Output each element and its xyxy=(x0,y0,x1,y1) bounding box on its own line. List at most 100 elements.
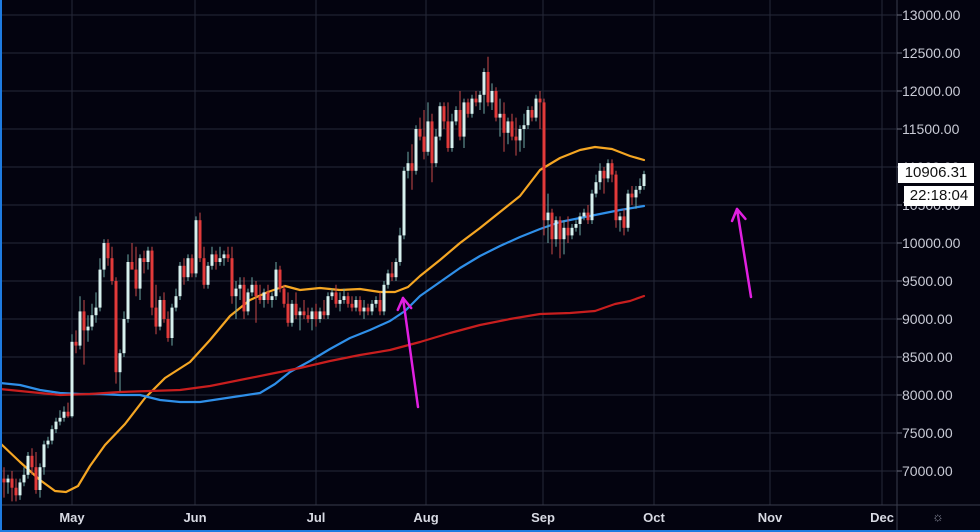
candle xyxy=(58,410,62,426)
candle xyxy=(178,262,182,300)
candle xyxy=(10,471,14,502)
candle xyxy=(298,307,302,331)
candle xyxy=(82,300,86,365)
candle xyxy=(114,277,118,384)
time-axis-label: Dec xyxy=(870,510,894,525)
candle xyxy=(470,94,474,118)
time-axis-label: Jul xyxy=(306,510,326,525)
candle xyxy=(126,254,130,323)
candle xyxy=(558,216,562,259)
arrow-annotation[interactable] xyxy=(730,207,753,299)
candle xyxy=(494,87,498,122)
candle xyxy=(302,300,306,319)
candle xyxy=(414,125,418,175)
candle xyxy=(362,300,366,319)
candle xyxy=(154,284,158,335)
candle xyxy=(466,98,470,118)
candle xyxy=(150,246,154,316)
candle xyxy=(626,189,630,232)
candle xyxy=(566,216,570,243)
candle xyxy=(226,246,230,262)
candle xyxy=(118,349,122,392)
candle xyxy=(574,220,578,232)
candle xyxy=(386,269,390,289)
candle xyxy=(122,311,126,357)
candle xyxy=(338,292,342,312)
price-axis-label: 12000.00 xyxy=(902,83,961,99)
candle xyxy=(610,159,614,183)
candle xyxy=(274,262,278,300)
candle xyxy=(190,254,194,278)
candle xyxy=(586,205,590,224)
candle xyxy=(402,167,406,240)
candle xyxy=(554,216,558,247)
candle xyxy=(130,243,134,270)
candle xyxy=(62,406,66,422)
candle xyxy=(390,262,394,281)
candle xyxy=(570,224,574,240)
candle xyxy=(170,303,174,346)
candle xyxy=(318,307,322,323)
candle xyxy=(78,296,82,350)
candle xyxy=(214,250,218,270)
candle xyxy=(34,452,38,494)
candle xyxy=(314,303,318,327)
candle xyxy=(234,281,238,319)
gear-icon[interactable]: ☼ xyxy=(932,509,944,524)
price-axis-label: 11500.00 xyxy=(902,121,960,137)
time-axis-label: Aug xyxy=(413,510,439,525)
candle xyxy=(406,151,410,179)
candle xyxy=(506,117,510,145)
price-axis-label: 9500.00 xyxy=(902,273,953,289)
annotations xyxy=(396,207,753,409)
candle xyxy=(438,102,442,141)
candle xyxy=(258,284,262,304)
price-axis-label: 8500.00 xyxy=(902,349,953,365)
moving-average-red xyxy=(0,294,646,397)
candle xyxy=(578,212,582,236)
arrow-annotation[interactable] xyxy=(396,296,420,409)
candle xyxy=(230,246,234,304)
candle xyxy=(166,311,170,342)
candle xyxy=(366,303,370,316)
candle xyxy=(630,186,634,205)
price-axis-label: 7000.00 xyxy=(902,463,953,479)
candle xyxy=(614,170,618,228)
candle xyxy=(102,239,106,278)
candle xyxy=(30,448,34,475)
candle xyxy=(14,478,18,502)
price-axis-label: 10000.00 xyxy=(902,235,961,251)
candle xyxy=(634,186,638,209)
candle xyxy=(422,110,426,160)
moving-average-orange xyxy=(0,145,646,494)
candle xyxy=(98,258,102,312)
candle xyxy=(174,288,178,312)
candle xyxy=(182,258,186,285)
candle xyxy=(158,296,162,331)
candle xyxy=(334,284,338,308)
candle xyxy=(238,277,242,300)
candle xyxy=(374,296,378,308)
candle xyxy=(90,303,94,331)
candle xyxy=(294,292,298,319)
candle xyxy=(350,296,354,312)
candle xyxy=(458,91,462,141)
candle xyxy=(246,288,250,316)
candle xyxy=(262,288,266,308)
candle xyxy=(194,216,198,278)
candle xyxy=(18,478,22,500)
candle xyxy=(598,163,602,190)
candle xyxy=(290,300,294,327)
candle xyxy=(202,246,206,289)
candle xyxy=(218,246,222,266)
candle xyxy=(54,417,58,433)
candle xyxy=(538,91,542,129)
candle xyxy=(2,467,6,498)
candle xyxy=(74,330,78,354)
candle xyxy=(70,334,74,418)
candle xyxy=(518,125,522,152)
candle xyxy=(42,440,46,475)
candle xyxy=(622,208,626,236)
candle-countdown-badge: 22:18:04 xyxy=(904,186,974,206)
